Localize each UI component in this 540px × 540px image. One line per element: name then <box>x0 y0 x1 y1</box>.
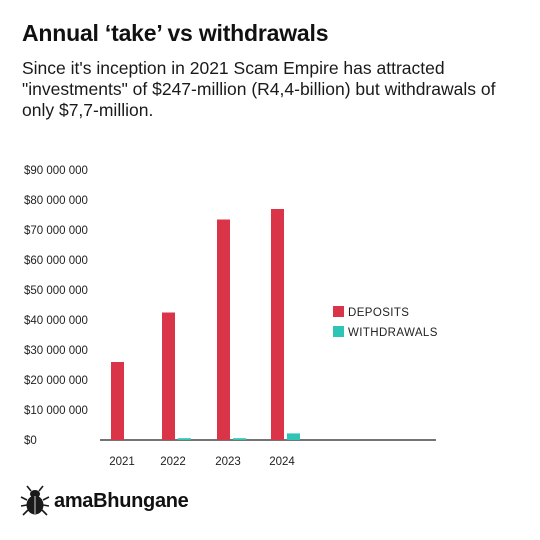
x-tick-label: 2023 <box>215 456 241 468</box>
withdrawals-bar <box>287 433 300 440</box>
y-tick-label: $40 000 000 <box>24 315 88 327</box>
legend-label: DEPOSITS <box>348 307 409 319</box>
y-tick-label: $30 000 000 <box>24 345 88 357</box>
withdrawals-bar <box>233 438 246 440</box>
deposits-bar <box>217 219 230 440</box>
y-tick-label: $80 000 000 <box>24 195 88 207</box>
deposits-bar <box>111 362 124 440</box>
legend-swatch <box>333 326 344 337</box>
x-tick-label: 2022 <box>160 456 186 468</box>
y-tick-label: $60 000 000 <box>24 255 88 267</box>
y-tick-label: $20 000 000 <box>24 375 88 387</box>
y-tick-label: $50 000 000 <box>24 285 88 297</box>
bar-chart: $0 $10 000 000 $20 000 000 $30 000 000 $40 0… <box>24 165 438 468</box>
legend-swatch <box>333 306 344 317</box>
y-tick-label: $70 000 000 <box>24 225 88 237</box>
brand-name: amaBhungane <box>54 489 189 512</box>
y-tick-label: $0 <box>24 435 37 447</box>
y-tick-label: $90 000 000 <box>24 165 88 177</box>
legend-label: WITHDRAWALS <box>348 327 438 339</box>
deposits-bar <box>162 312 175 440</box>
chart-subtitle: Since it's inception in 2021 Scam Empire… <box>22 58 496 120</box>
x-tick-label: 2021 <box>109 456 135 468</box>
brand-logo: amaBhungane <box>20 484 189 518</box>
chart-title: Annual ‘take’ vs withdrawals <box>22 20 329 46</box>
withdrawals-bar <box>178 438 191 440</box>
x-tick-label: 2024 <box>269 456 295 468</box>
y-tick-label: $10 000 000 <box>24 405 88 417</box>
deposits-bar <box>271 209 284 440</box>
dung-beetle-icon <box>20 485 50 516</box>
